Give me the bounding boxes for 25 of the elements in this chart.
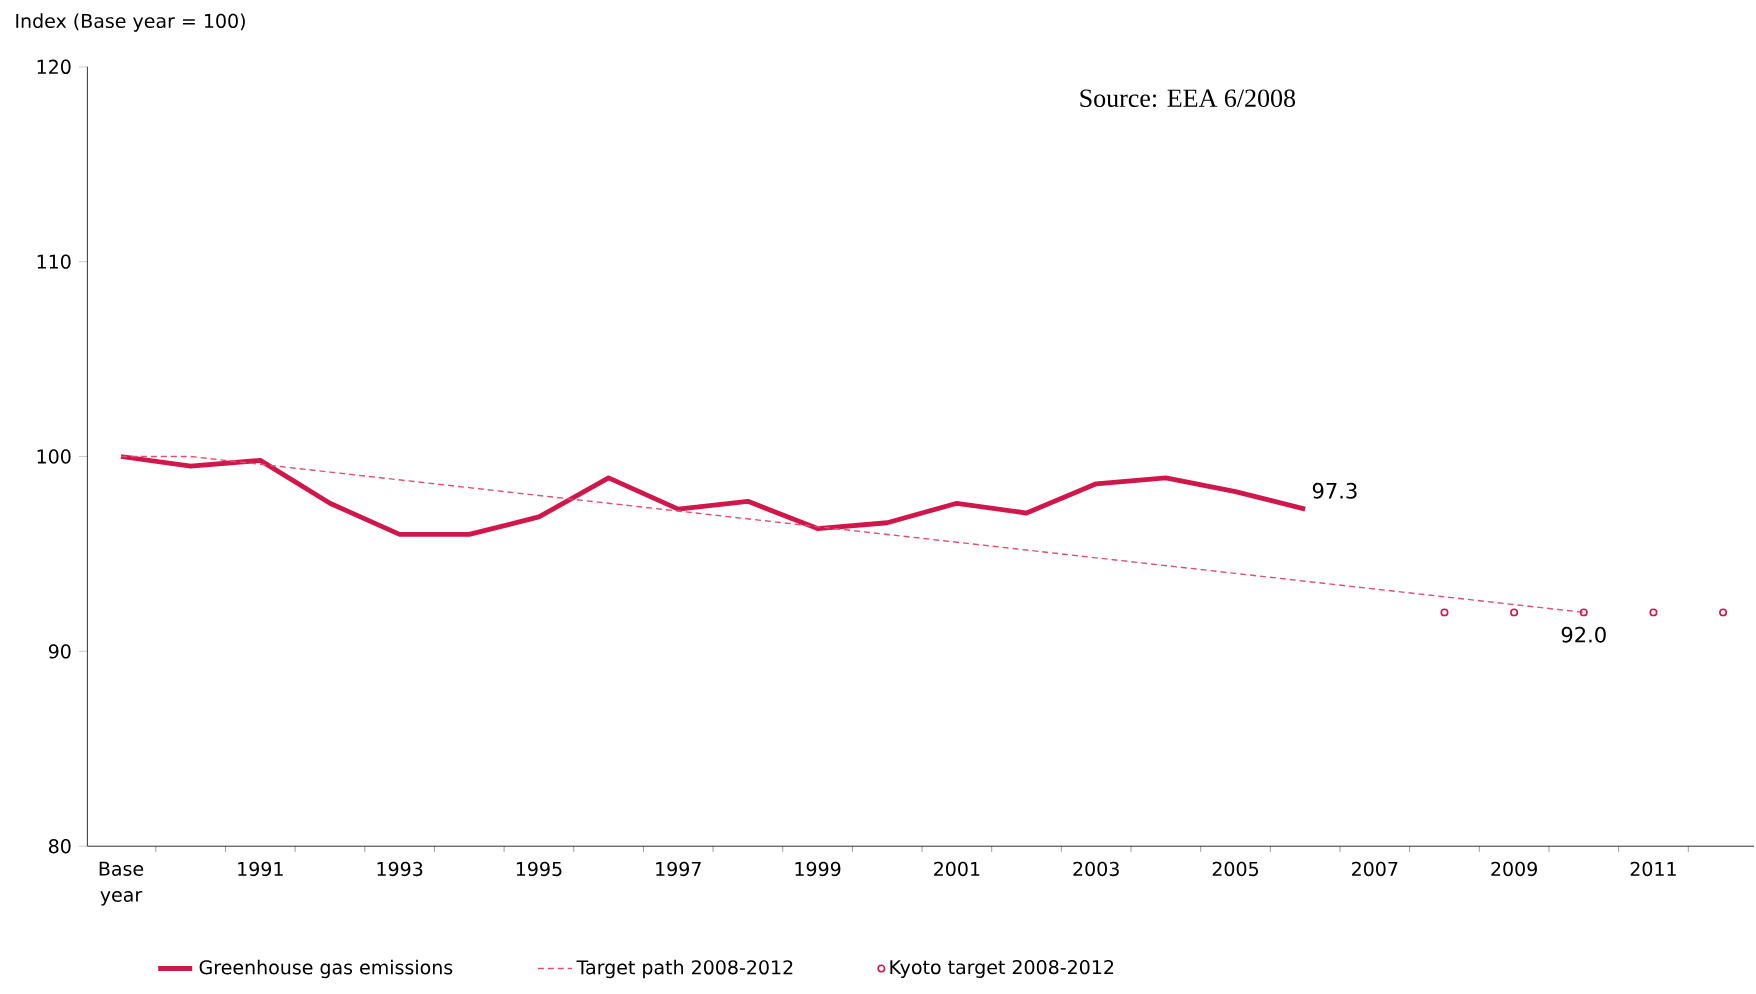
x-tick-label: 2005 [1212,861,1259,877]
data-label: 97.3 [1312,482,1357,499]
y-tick-label: 110 [37,254,71,269]
x-tick-label: 1991 [238,861,283,877]
legend-label: Target path 2008-2012 [576,959,793,979]
data-label: 92.0 [1561,626,1606,643]
y-tick-label: 90 [48,644,71,659]
x-tick-label: 2007 [1352,861,1398,877]
x-tick-label: 1993 [377,861,423,877]
y-tick-label: 80 [48,839,71,854]
x-tick-label: 2011 [1630,861,1676,877]
y-axis-title: Index (Base year = 100) [16,13,245,32]
annotation: Source: EEA 6/2008 [1080,89,1296,108]
legend-label: Greenhouse gas emissions [199,959,453,979]
y-tick-label: 100 [37,449,71,464]
x-tick-label: Base year [99,861,144,906]
x-tick-label: 1997 [656,861,701,877]
y-tick-label: 120 [37,59,71,74]
line-series [118,454,1308,537]
x-tick-label: 2001 [934,861,980,877]
x-tick-label: 1999 [795,861,841,877]
x-tick-label: 1995 [516,861,562,877]
x-tick-label: 2003 [1073,861,1119,877]
legend-label: Kyoto target 2008-2012 [890,959,1114,978]
x-tick-label: 2009 [1491,861,1537,877]
